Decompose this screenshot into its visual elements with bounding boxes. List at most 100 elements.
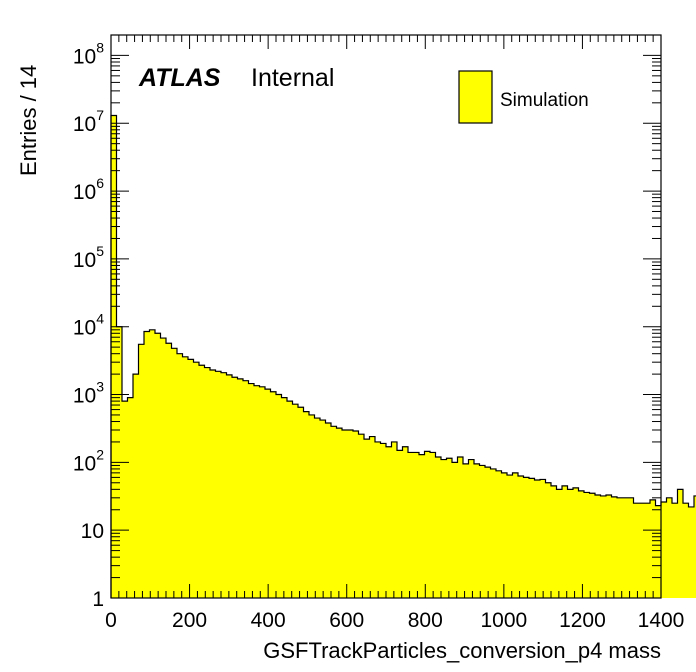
y-tick-label: 106: [73, 175, 104, 204]
y-axis-title: Entries / 14: [16, 65, 41, 176]
y-tick-label: 1: [92, 588, 104, 611]
histogram-bar: [622, 497, 629, 598]
histogram-bar: [463, 463, 469, 598]
histogram-bar: [661, 502, 667, 598]
histogram-bar: [523, 477, 530, 598]
x-tick-label: 0: [105, 609, 117, 632]
histogram-bar: [430, 452, 436, 598]
x-tick-labels: 0 200 400 600 800 1000 1200 1400: [105, 609, 684, 632]
histogram-bar: [276, 394, 282, 598]
histogram-bar: [650, 499, 656, 598]
histogram-bar: [424, 451, 431, 598]
histogram-bar: [490, 468, 497, 598]
histogram-bar: [199, 365, 205, 598]
histogram-bar: [540, 479, 546, 598]
histogram-bar: [496, 470, 502, 598]
legend: Simulation: [458, 70, 589, 124]
y-tick-label: 108: [73, 39, 104, 68]
histogram-bars: [111, 115, 696, 599]
histogram-bar: [562, 485, 568, 598]
histogram-bar: [265, 389, 271, 598]
histogram-bar: [342, 429, 348, 598]
histogram-bar: [331, 426, 337, 598]
x-tick-label: 1200: [559, 609, 606, 632]
histogram-bar: [166, 343, 172, 598]
histogram-bar: [611, 496, 618, 598]
histogram-bar: [292, 404, 299, 598]
histogram-bar: [226, 374, 233, 598]
y-axis-ticks: [111, 34, 661, 599]
histogram-bar: [545, 482, 552, 598]
x-tick-label: 600: [329, 609, 364, 632]
histogram-bar: [397, 450, 403, 598]
histogram-bar: [441, 459, 447, 598]
histogram-bar: [457, 456, 464, 598]
histogram-bar: [479, 465, 486, 598]
histogram-bar: [644, 503, 651, 598]
histogram-bar: [683, 503, 689, 598]
histogram-bar: [512, 472, 519, 598]
histogram-bar: [507, 475, 513, 598]
y-tick-label: 10: [81, 520, 104, 543]
histogram-bar: [353, 430, 359, 598]
histogram-bar: [215, 371, 222, 598]
histogram-bar: [666, 497, 673, 598]
histogram-bar: [435, 456, 442, 598]
histogram-bar: [259, 386, 266, 598]
histogram-bar: [177, 353, 183, 598]
histogram-bar: [386, 446, 392, 598]
histogram-bar: [358, 434, 365, 598]
histogram-bar: [655, 505, 662, 598]
histogram-bar: [468, 459, 475, 598]
histogram-bar: [595, 495, 601, 598]
x-tick-label: 800: [408, 609, 443, 632]
histogram-bar: [336, 428, 343, 598]
histogram-bar: [182, 356, 189, 598]
histogram-bar: [160, 338, 167, 598]
histogram-bar: [600, 495, 607, 598]
histogram-bar: [485, 467, 491, 598]
histogram-bar: [221, 372, 227, 598]
histogram-bar: [127, 397, 134, 598]
histogram-bar: [628, 497, 634, 598]
histogram-bar: [551, 485, 557, 598]
x-tick-label: 400: [251, 609, 286, 632]
legend-entry: Simulation: [500, 90, 589, 111]
histogram-bar: [534, 479, 541, 598]
y-tick-label: 102: [73, 446, 104, 475]
histogram-bar: [303, 411, 310, 598]
histogram-bar: [529, 478, 535, 598]
histogram-bar: [375, 441, 381, 598]
histogram-bar: [171, 348, 178, 598]
histogram-bar: [309, 414, 315, 598]
histogram-bar: [694, 495, 696, 598]
histogram-bar: [133, 374, 139, 598]
histogram-bar: [369, 436, 376, 598]
histogram-bar: [232, 377, 238, 598]
x-tick-label: 200: [172, 609, 207, 632]
histogram-bar: [578, 490, 585, 598]
histogram-bar: [408, 452, 414, 598]
y-tick-label: 107: [73, 107, 104, 136]
histogram-bar: [111, 115, 117, 599]
histogram-bar: [254, 385, 260, 598]
histogram-bar: [419, 454, 425, 598]
histogram-bar: [474, 463, 480, 598]
histogram-bar: [452, 462, 458, 598]
histogram-bar: [639, 503, 645, 598]
x-axis-title: GSFTrackParticles_conversion_p4 mass: [263, 638, 661, 663]
histogram-bar: [617, 497, 623, 598]
x-tick-label: 1400: [638, 609, 685, 632]
histogram-bar: [281, 397, 288, 598]
histogram-bar: [204, 367, 211, 598]
histogram-bar: [298, 407, 304, 598]
histogram-bar: [210, 369, 216, 598]
histogram-bar: [391, 441, 398, 598]
histogram-bar: [364, 439, 370, 598]
histogram-bar: [584, 492, 590, 598]
histogram-bar: [320, 420, 326, 598]
histogram-bar: [314, 418, 321, 598]
histogram-bar: [155, 333, 161, 598]
legend-swatch: [458, 70, 493, 124]
